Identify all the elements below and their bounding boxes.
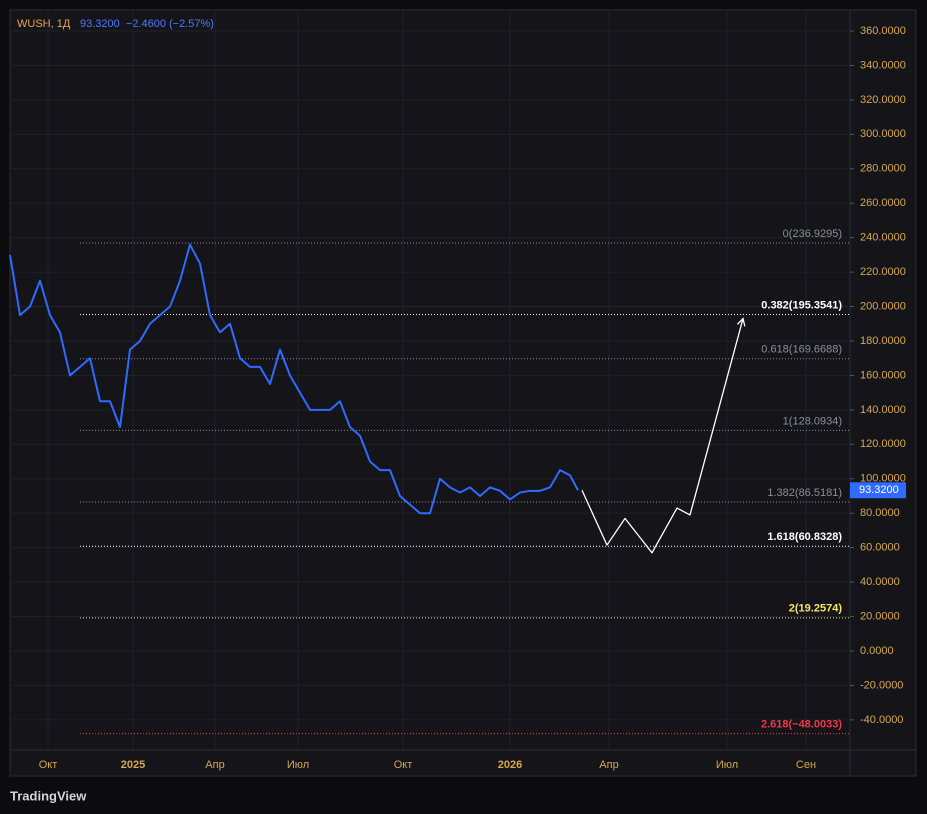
x-tick-label: Сен <box>796 759 816 771</box>
fib-label: 2(19.2574) <box>789 603 843 615</box>
y-tick-label: -40.0000 <box>860 714 903 726</box>
y-tick-label: 180.0000 <box>860 335 906 347</box>
fib-label: 0.382(195.3541) <box>761 299 842 311</box>
fib-label: 0.618(169.6688) <box>761 344 842 356</box>
fib-label: 1.382(86.5181) <box>767 487 842 499</box>
y-tick-label: -20.0000 <box>860 679 903 691</box>
x-tick-label: Апр <box>205 759 224 771</box>
watermark: TradingView <box>10 788 87 803</box>
y-tick-label: 60.0000 <box>860 542 900 554</box>
y-tick-label: 220.0000 <box>860 266 906 278</box>
y-tick-label: 20.0000 <box>860 610 900 622</box>
fib-label: 1.618(60.8328) <box>767 531 842 543</box>
fib-label: 0(236.9295) <box>783 228 842 240</box>
y-tick-label: 300.0000 <box>860 128 906 140</box>
price-line <box>9 243 579 515</box>
y-tick-label: 140.0000 <box>860 404 906 416</box>
y-tick-label: 240.0000 <box>860 232 906 244</box>
quote: 93.3200 −2.4600 (−2.57%) <box>80 18 214 30</box>
y-tick-label: 100.0000 <box>860 473 906 485</box>
y-tick-label: 0.0000 <box>860 645 894 657</box>
y-tick-label: 260.0000 <box>860 197 906 209</box>
y-tick-label: 40.0000 <box>860 576 900 588</box>
y-tick-label: 360.0000 <box>860 25 906 37</box>
last-price-tag <box>850 482 906 499</box>
y-tick-label: 160.0000 <box>860 369 906 381</box>
x-tick-label: Окт <box>394 759 413 771</box>
y-tick-label: 340.0000 <box>860 59 906 71</box>
y-tick-label: 320.0000 <box>860 94 906 106</box>
x-tick-label: Окт <box>39 759 58 771</box>
x-tick-label: 2026 <box>498 759 522 771</box>
chart-panel <box>9 9 917 777</box>
last-price-label: 93.3200 <box>859 484 899 496</box>
arrow-head <box>736 317 746 327</box>
x-tick-label: Апр <box>599 759 618 771</box>
symbol: WUSH, 1Д <box>17 18 71 30</box>
y-tick-label: 200.0000 <box>860 300 906 312</box>
y-tick-label: 120.0000 <box>860 438 906 450</box>
fib-label: 2.618(−48.0033) <box>761 719 842 731</box>
x-tick-label: Июл <box>716 759 738 771</box>
y-tick-label: 280.0000 <box>860 163 906 175</box>
fib-label: 1(128.0934) <box>783 415 842 427</box>
price-line <box>581 318 744 554</box>
x-tick-label: 2025 <box>121 759 145 771</box>
y-tick-label: 80.0000 <box>860 507 900 519</box>
x-tick-label: Июл <box>287 759 309 771</box>
